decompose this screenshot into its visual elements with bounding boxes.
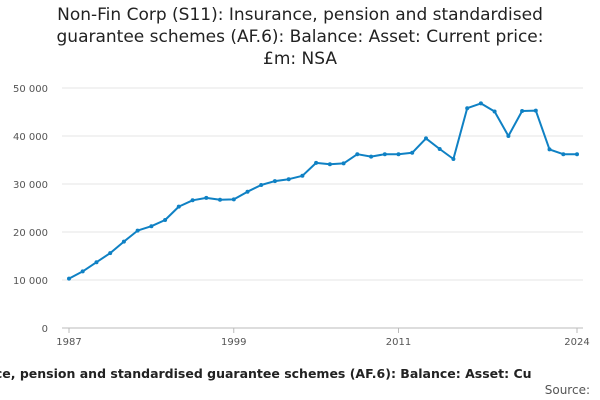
data-point[interactable] bbox=[121, 239, 126, 244]
data-point[interactable] bbox=[190, 198, 195, 203]
data-point[interactable] bbox=[410, 150, 415, 155]
legend-item: ): Insurance, pension and standardised g… bbox=[0, 366, 532, 381]
y-tick-label: 10 000 bbox=[13, 276, 48, 287]
data-point[interactable] bbox=[108, 251, 113, 256]
y-tick-label: 30 000 bbox=[13, 180, 48, 191]
data-point[interactable] bbox=[520, 109, 525, 113]
y-tick-label: 20 000 bbox=[13, 228, 48, 239]
data-point[interactable] bbox=[341, 161, 346, 166]
data-point[interactable] bbox=[67, 276, 71, 281]
data-point[interactable] bbox=[135, 228, 140, 233]
x-tick-label: 1999 bbox=[221, 337, 246, 348]
data-point[interactable] bbox=[218, 197, 222, 202]
data-point[interactable] bbox=[561, 152, 566, 157]
series-layer bbox=[67, 101, 579, 281]
data-point[interactable] bbox=[533, 108, 538, 113]
legend: ): Insurance, pension and standardised g… bbox=[0, 366, 600, 381]
data-point[interactable] bbox=[396, 152, 401, 157]
x-tick-label: 2024 bbox=[564, 337, 589, 348]
series-line bbox=[68, 102, 577, 280]
data-point[interactable] bbox=[314, 160, 319, 165]
chart-title: Non-Fin Corp (S11): Insurance, pension a… bbox=[0, 4, 600, 70]
data-point[interactable] bbox=[272, 179, 277, 184]
chart-title-line-3: £m: NSA bbox=[263, 49, 337, 69]
data-point[interactable] bbox=[424, 136, 428, 141]
data-point[interactable] bbox=[327, 162, 332, 167]
data-point[interactable] bbox=[355, 152, 360, 157]
data-point[interactable] bbox=[492, 109, 497, 114]
chart-title-line-1: Non-Fin Corp (S11): Insurance, pension a… bbox=[57, 5, 543, 25]
grid-layer bbox=[62, 87, 583, 281]
data-point[interactable] bbox=[369, 154, 374, 159]
data-point[interactable] bbox=[547, 147, 552, 152]
data-point[interactable] bbox=[245, 189, 250, 194]
legend-label: ): Insurance, pension and standardised g… bbox=[0, 366, 532, 381]
data-point[interactable] bbox=[575, 152, 579, 157]
data-point[interactable] bbox=[465, 106, 470, 111]
data-point[interactable] bbox=[94, 260, 99, 265]
data-point[interactable] bbox=[259, 183, 264, 187]
x-tick-label: 1987 bbox=[56, 337, 81, 348]
data-point[interactable] bbox=[437, 147, 442, 151]
axis-layer: 0 10 000 20 000 30 000 40 000 50 000 1987 1999 2… bbox=[13, 84, 590, 348]
data-point[interactable] bbox=[506, 134, 511, 138]
data-point[interactable] bbox=[478, 101, 483, 106]
data-point[interactable] bbox=[382, 152, 387, 157]
y-tick-label: 50 000 bbox=[13, 84, 48, 95]
source-label: Source: bbox=[544, 383, 590, 397]
data-point[interactable] bbox=[231, 197, 236, 202]
data-point[interactable] bbox=[204, 195, 209, 200]
data-point[interactable] bbox=[300, 173, 305, 178]
data-point[interactable] bbox=[80, 269, 85, 274]
data-point[interactable] bbox=[176, 204, 181, 209]
data-point[interactable] bbox=[163, 218, 168, 222]
chart-title-line-2: guarantee schemes (AF.6): Balance: Asset… bbox=[56, 27, 544, 47]
x-tick-label: 2011 bbox=[386, 337, 411, 348]
data-point[interactable] bbox=[286, 177, 291, 182]
data-point[interactable] bbox=[451, 157, 456, 161]
data-point[interactable] bbox=[149, 224, 154, 229]
y-tick-label: 40 000 bbox=[13, 132, 48, 143]
y-tick-label: 0 bbox=[42, 324, 48, 335]
